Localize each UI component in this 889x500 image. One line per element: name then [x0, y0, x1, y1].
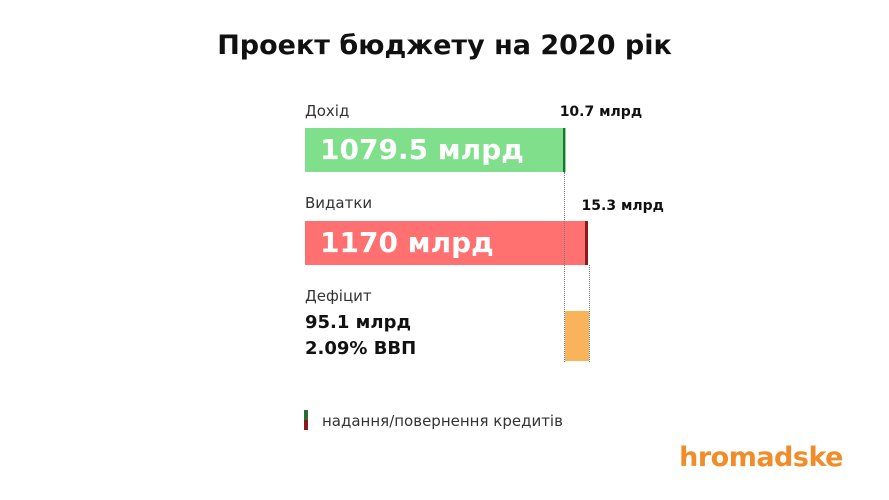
income-value-label: 1079.5 млрд: [320, 133, 524, 166]
deficit-category-label: Дефіцит: [305, 287, 372, 305]
expenses-value-label: 1170 млрд: [320, 226, 494, 259]
deficit-value-label: 95.1 млрд: [305, 312, 411, 333]
expenses-guide-line: [588, 265, 590, 362]
legend-label: надання/повернення кредитів: [322, 412, 563, 430]
income-credit-mark: [562, 128, 565, 172]
chart-title: Проект бюджету на 2020 рік: [217, 30, 672, 61]
expenses-credit-label: 15.3 млрд: [581, 198, 664, 214]
income-credit-label: 10.7 млрд: [559, 104, 643, 120]
deficit-bar: [564, 311, 589, 361]
legend-credit-expenses-swatch: [304, 420, 308, 430]
income-category-label: Дохід: [305, 102, 350, 120]
expenses-category-label: Видатки: [305, 194, 373, 212]
expenses-bar: [305, 221, 588, 265]
deficit-gdp-label: 2.09% ВВП: [305, 338, 417, 359]
income-guide-line: [563, 172, 565, 362]
legend-credit-income-swatch: [304, 410, 308, 420]
income-bar: [305, 128, 566, 172]
expenses-credit-mark: [584, 221, 588, 265]
hromadske-logo: hromadske: [679, 442, 843, 473]
